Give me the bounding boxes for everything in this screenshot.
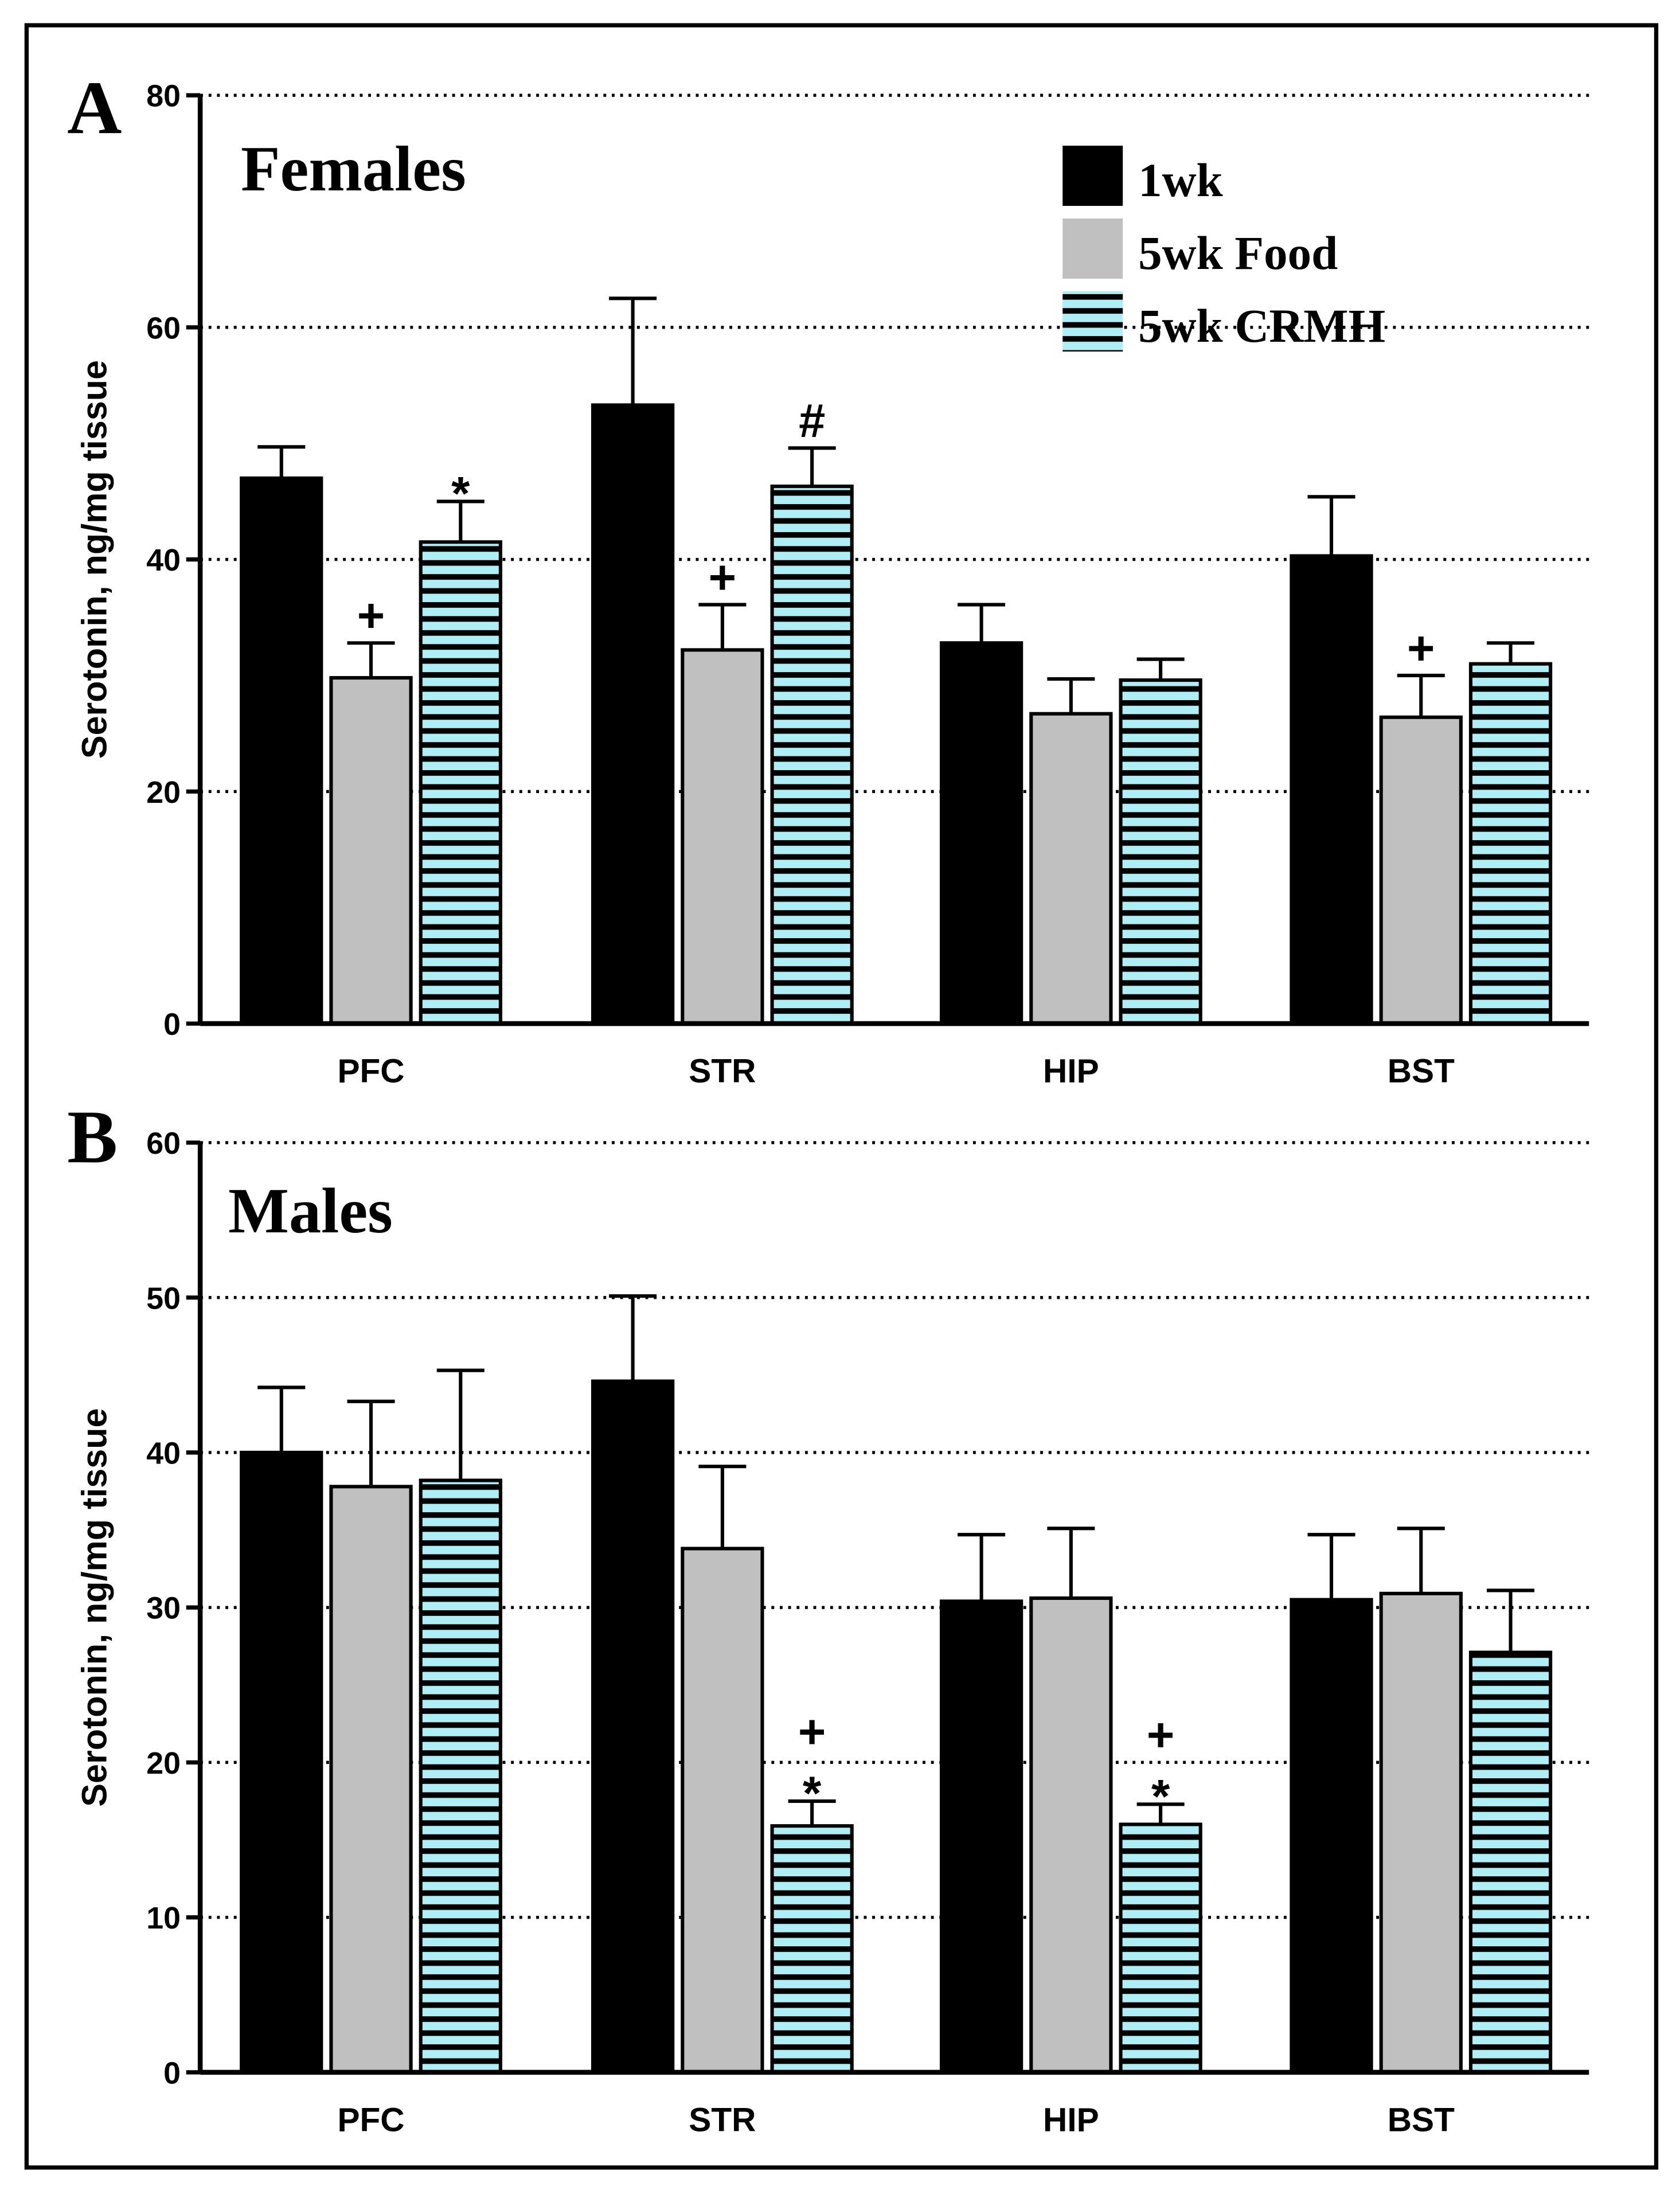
y-tick-label: 40: [146, 1436, 181, 1470]
bar-PFC-5wk-Food: [329, 676, 413, 1026]
significance-marker: *: [1151, 1770, 1170, 1823]
y-tick-label: 0: [163, 2056, 181, 2090]
significance-marker: +: [798, 1705, 826, 1758]
legend-label: 1wk: [1138, 154, 1223, 206]
y-tick-label: 40: [146, 543, 181, 577]
bar-STR-5wk-CRMH: [770, 1824, 854, 2074]
panel-B: 0 10 20 30 40 50 60 PFC STR HIP BST * + * + Serotonin, …: [67, 1095, 1589, 2138]
legend-swatch: [1062, 291, 1123, 352]
x-tick-label: HIP: [1043, 2101, 1099, 2138]
y-axis-label: Serotonin, ng/mg tissue: [75, 1408, 114, 1807]
y-tick-label: 10: [146, 1901, 181, 1935]
bar-HIP-1wk: [939, 1599, 1023, 2074]
y-tick-label: 50: [146, 1281, 181, 1315]
significance-marker: *: [803, 1767, 822, 1820]
panel-label: B: [67, 1095, 118, 1179]
y-tick-label: 60: [146, 311, 181, 345]
y-tick-label: 20: [146, 775, 181, 810]
bar-PFC-1wk: [240, 476, 323, 1026]
x-tick-label: PFC: [337, 1053, 404, 1090]
bar-BST-5wk-CRMH: [1468, 1650, 1553, 2074]
significance-marker: +: [709, 551, 736, 604]
significance-marker: +: [1147, 1708, 1174, 1762]
bar-HIP-5wk-CRMH: [1119, 678, 1202, 1026]
legend: 1wk 5wk Food 5wk CRMH: [1062, 146, 1385, 352]
y-axis-label: Serotonin, ng/mg tissue: [75, 360, 114, 759]
bar-PFC-5wk-Food: [329, 1485, 413, 2074]
bar-STR-5wk-Food: [681, 648, 764, 1026]
significance-marker: #: [799, 394, 825, 447]
bar-BST-5wk-CRMH: [1468, 662, 1553, 1026]
legend-swatch: [1062, 146, 1123, 206]
bar-BST-1wk: [1290, 1598, 1373, 2074]
significance-marker: +: [1407, 621, 1435, 674]
bar-BST-1wk: [1290, 554, 1373, 1026]
panel-title: Females: [241, 134, 466, 205]
y-tick-label: 30: [146, 1591, 181, 1626]
y-tick-label: 80: [146, 79, 181, 114]
bar-HIP-5wk-Food: [1029, 712, 1113, 1026]
x-tick-label: HIP: [1043, 1053, 1099, 1090]
significance-marker: +: [357, 589, 385, 642]
x-tick-label: STR: [689, 2101, 756, 2138]
bar-BST-5wk-Food: [1379, 715, 1463, 1026]
x-tick-label: BST: [1388, 1053, 1455, 1090]
y-tick-label: 60: [146, 1126, 181, 1161]
bar-STR-1wk: [591, 1379, 675, 2074]
bar-HIP-1wk: [939, 641, 1023, 1026]
legend-label: 5wk CRMH: [1138, 299, 1385, 352]
legend-label: 5wk Food: [1138, 227, 1338, 279]
x-tick-label: PFC: [337, 2101, 404, 2138]
y-tick-label: 20: [146, 1746, 181, 1781]
bar-HIP-5wk-CRMH: [1119, 1822, 1202, 2074]
x-tick-label: BST: [1388, 2101, 1455, 2138]
significance-marker: *: [451, 467, 470, 520]
bar-PFC-1wk: [240, 1450, 323, 2074]
bar-PFC-5wk-CRMH: [419, 1478, 502, 2074]
bar-BST-5wk-Food: [1379, 1591, 1463, 2074]
legend-swatch: [1062, 218, 1123, 279]
bar-STR-1wk: [591, 403, 675, 1026]
panel-A: 0 20 40 60 80 PFC STR HIP BST + * + # + Serotonin, ng/…: [67, 66, 1589, 1090]
x-tick-label: STR: [689, 1053, 756, 1090]
bar-STR-5wk-Food: [681, 1547, 764, 2074]
panel-title: Males: [228, 1176, 393, 1247]
bar-PFC-5wk-CRMH: [419, 540, 502, 1026]
panel-label: A: [67, 66, 122, 150]
bar-HIP-5wk-Food: [1029, 1596, 1113, 2074]
bar-STR-5wk-CRMH: [770, 485, 854, 1026]
y-tick-label: 0: [163, 1008, 181, 1042]
